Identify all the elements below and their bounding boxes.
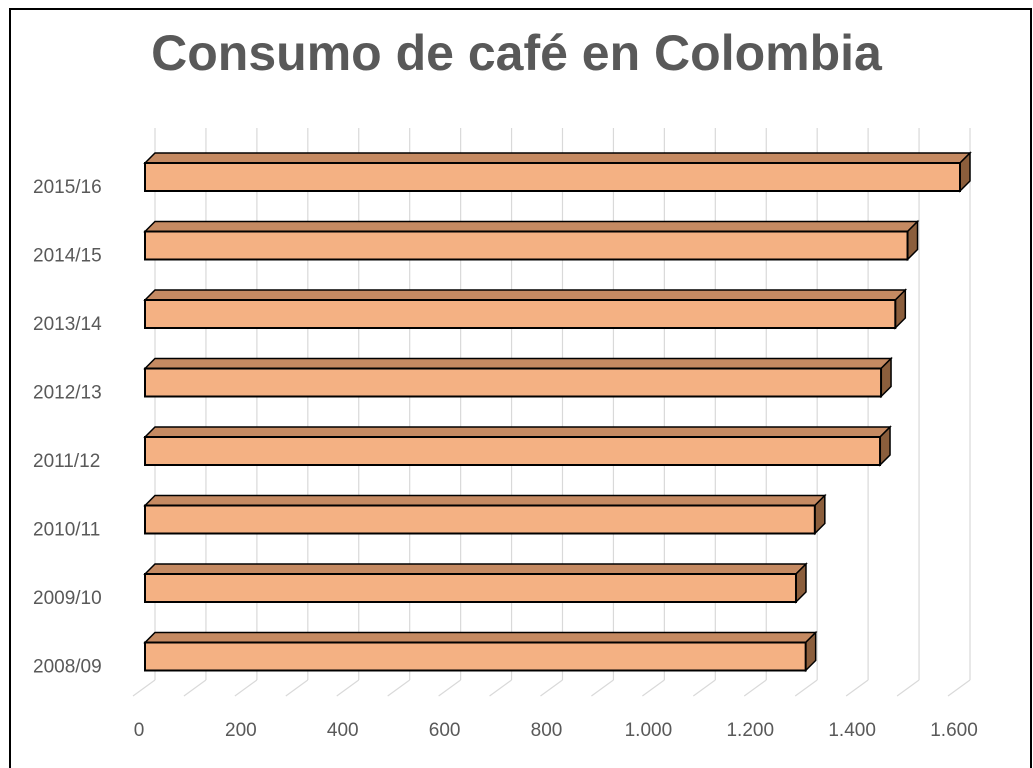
bar-top-face: [143, 494, 827, 507]
floor-gridline: [132, 679, 156, 697]
bar-top-face: [143, 426, 892, 438]
bar-top-face: [143, 220, 920, 233]
floor-gridline: [285, 679, 309, 697]
floor-gridline: [794, 679, 818, 697]
bar-top-face: [143, 631, 818, 644]
y-category-label: 2008/09: [33, 657, 102, 678]
chart-title: Consumo de café en Colombia: [151, 25, 882, 81]
y-category-label: 2013/14: [33, 314, 102, 335]
y-category-label: 2014/15: [33, 246, 102, 267]
floor-gridline: [642, 679, 665, 697]
floor-gridline: [234, 679, 258, 697]
bar-top-face: [143, 152, 972, 164]
bar-front-face: [144, 504, 816, 535]
x-tick-label: 1.000: [625, 720, 673, 741]
x-tick-label: 400: [327, 720, 359, 741]
bar-front-face: [144, 230, 909, 261]
bar: [143, 493, 827, 536]
y-category-label: 2012/13: [33, 383, 102, 404]
floor-gridline: [743, 679, 767, 697]
bar-top-face: [143, 289, 908, 301]
bar-front-face: [144, 573, 797, 603]
floor-gridline: [896, 679, 920, 697]
x-tick-label: 1.600: [930, 720, 978, 741]
x-tick-label: 800: [531, 720, 563, 741]
x-tick-label: 200: [225, 720, 257, 741]
bar-top-face: [143, 357, 893, 370]
bar: [143, 630, 818, 673]
bar-front-face: [144, 299, 897, 329]
bar: [143, 562, 808, 604]
floor-gridline: [438, 679, 461, 697]
x-tick-label: 1.400: [828, 720, 876, 741]
floor-gridline: [591, 679, 614, 697]
y-category-label: 2011/12: [33, 451, 100, 472]
floor-gridline: [183, 679, 207, 697]
floor-gridline: [947, 679, 971, 697]
bar-top-face: [143, 563, 808, 575]
bar: [143, 425, 892, 467]
bar-front-face: [144, 162, 961, 192]
bar: [143, 356, 893, 399]
floor-gridline: [489, 679, 512, 697]
bar-front-face: [144, 641, 807, 672]
floor-gridline: [845, 679, 869, 697]
floor-gridline: [692, 679, 716, 697]
y-category-label: 2009/10: [33, 588, 102, 609]
bar: [143, 288, 908, 330]
x-tick-label: 0: [134, 720, 145, 741]
floor-gridline: [336, 679, 360, 697]
bar-front-face: [144, 367, 883, 398]
bar-front-face: [144, 436, 882, 466]
y-category-label: 2010/11: [33, 520, 100, 541]
bar: [143, 219, 920, 262]
floor-gridline: [540, 679, 563, 697]
x-tick-label: 1.200: [726, 720, 774, 741]
floor-gridline: [387, 679, 411, 697]
y-category-label: 2015/16: [33, 177, 102, 198]
bar: [143, 151, 972, 193]
x-tick-label: 600: [429, 720, 461, 741]
